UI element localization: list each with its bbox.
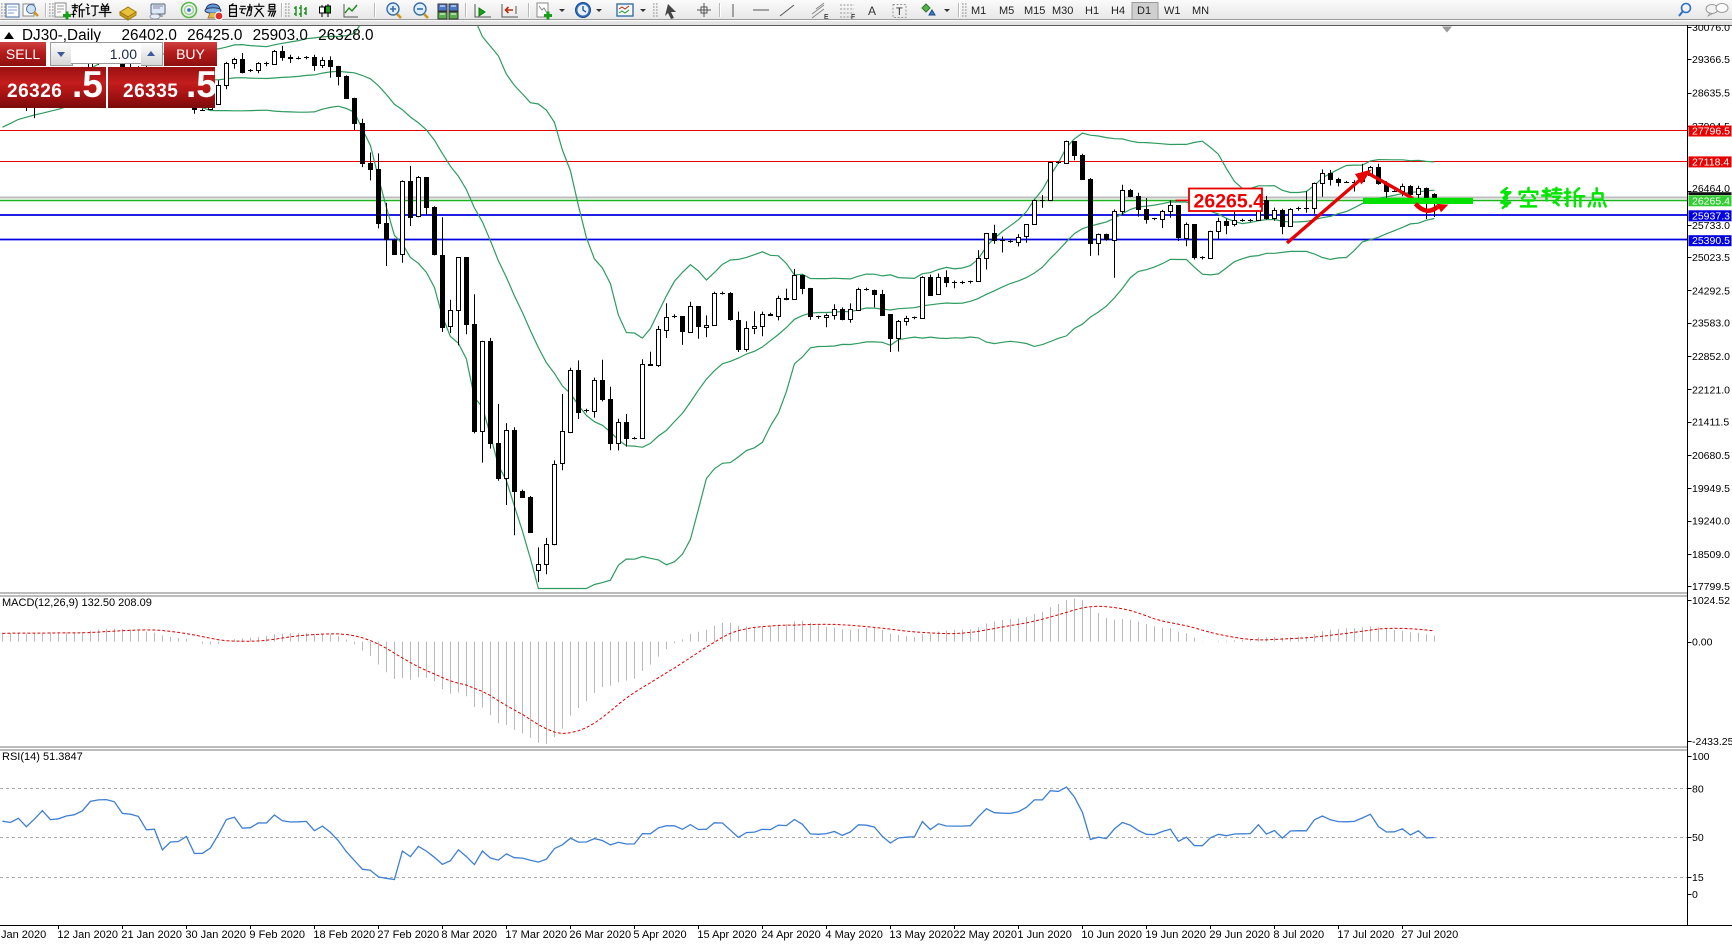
svg-text:26265.4: 26265.4 xyxy=(1194,191,1265,213)
svg-text:MACD(12,26,9) 132.50 208.09: MACD(12,26,9) 132.50 208.09 xyxy=(2,597,152,609)
svg-text:9 Feb 2020: 9 Feb 2020 xyxy=(249,929,305,941)
svg-text:29366.5: 29366.5 xyxy=(1692,54,1730,66)
svg-text:23583.0: 23583.0 xyxy=(1692,318,1730,330)
svg-text:19 Jun 2020: 19 Jun 2020 xyxy=(1145,929,1206,941)
svg-text:17799.5: 17799.5 xyxy=(1692,581,1730,593)
svg-text:15 Apr 2020: 15 Apr 2020 xyxy=(697,929,756,941)
svg-text:10 Jun 2020: 10 Jun 2020 xyxy=(1081,929,1142,941)
svg-text:12 Jan 2020: 12 Jan 2020 xyxy=(57,929,118,941)
svg-text:24292.5: 24292.5 xyxy=(1692,285,1730,297)
svg-text:T: T xyxy=(896,6,903,18)
svg-text:1024.52: 1024.52 xyxy=(1692,595,1730,607)
svg-text:22852.0: 22852.0 xyxy=(1692,351,1730,363)
svg-text:27 Feb 2020: 27 Feb 2020 xyxy=(377,929,439,941)
svg-text:18509.0: 18509.0 xyxy=(1692,549,1730,561)
svg-text:20680.5: 20680.5 xyxy=(1692,450,1730,462)
svg-text:4 May 2020: 4 May 2020 xyxy=(825,929,882,941)
svg-text:M15: M15 xyxy=(1024,5,1045,17)
svg-text:-2433.25: -2433.25 xyxy=(1692,736,1732,748)
svg-text:W1: W1 xyxy=(1164,5,1181,17)
svg-text:17 Mar 2020: 17 Mar 2020 xyxy=(505,929,567,941)
svg-text:22121.0: 22121.0 xyxy=(1692,384,1730,396)
svg-text:25023.5: 25023.5 xyxy=(1692,252,1730,264)
svg-text:22 May 2020: 22 May 2020 xyxy=(953,929,1017,941)
svg-text:27 Jul 2020: 27 Jul 2020 xyxy=(1401,929,1458,941)
svg-text:26265.4: 26265.4 xyxy=(1692,195,1730,207)
svg-text:19240.0: 19240.0 xyxy=(1692,516,1730,528)
svg-text:27118.4: 27118.4 xyxy=(1692,156,1729,168)
svg-text:100: 100 xyxy=(1692,751,1710,763)
svg-text:MN: MN xyxy=(1192,5,1209,17)
svg-text:30 Jan 2020: 30 Jan 2020 xyxy=(185,929,246,941)
svg-text:RSI(14) 51.3847: RSI(14) 51.3847 xyxy=(2,751,83,763)
svg-text:21 Jan 2020: 21 Jan 2020 xyxy=(121,929,182,941)
svg-text:H4: H4 xyxy=(1111,5,1125,17)
svg-text:21411.5: 21411.5 xyxy=(1692,417,1729,429)
svg-text:24 Apr 2020: 24 Apr 2020 xyxy=(761,929,820,941)
svg-text:28635.5: 28635.5 xyxy=(1692,88,1730,100)
svg-text:M1: M1 xyxy=(971,5,986,17)
svg-text:80: 80 xyxy=(1692,783,1704,795)
svg-text:13 May 2020: 13 May 2020 xyxy=(889,929,953,941)
svg-text:50: 50 xyxy=(1692,832,1704,844)
svg-text:17 Jul 2020: 17 Jul 2020 xyxy=(1337,929,1394,941)
svg-text:25937.3: 25937.3 xyxy=(1692,210,1730,222)
svg-text:H1: H1 xyxy=(1085,5,1099,17)
svg-text:8 Jul 2020: 8 Jul 2020 xyxy=(1273,929,1324,941)
svg-text:26 Mar 2020: 26 Mar 2020 xyxy=(569,929,631,941)
svg-text:25390.5: 25390.5 xyxy=(1692,235,1730,247)
svg-text:Jan 2020: Jan 2020 xyxy=(1,929,46,941)
svg-text:30076.0: 30076.0 xyxy=(1692,22,1730,34)
svg-text:8 Mar 2020: 8 Mar 2020 xyxy=(441,929,497,941)
svg-text:1 Jun 2020: 1 Jun 2020 xyxy=(1017,929,1071,941)
svg-text:F: F xyxy=(851,14,855,21)
svg-text:25733.0: 25733.0 xyxy=(1692,220,1730,232)
svg-text:A: A xyxy=(868,4,876,18)
svg-text:18 Feb 2020: 18 Feb 2020 xyxy=(313,929,375,941)
svg-text:19949.5: 19949.5 xyxy=(1692,483,1730,495)
svg-text:29 Jun 2020: 29 Jun 2020 xyxy=(1209,929,1270,941)
svg-text:M30: M30 xyxy=(1052,5,1073,17)
svg-text:5 Apr 2020: 5 Apr 2020 xyxy=(633,929,686,941)
svg-text:0.00: 0.00 xyxy=(1692,637,1713,649)
svg-text:0: 0 xyxy=(1692,889,1698,901)
svg-text:M5: M5 xyxy=(999,5,1014,17)
svg-text:D1: D1 xyxy=(1137,5,1151,17)
svg-text:27796.5: 27796.5 xyxy=(1692,126,1730,138)
svg-text:E: E xyxy=(824,14,829,21)
svg-text:15: 15 xyxy=(1692,872,1704,884)
svg-text:26464.0: 26464.0 xyxy=(1692,183,1730,195)
